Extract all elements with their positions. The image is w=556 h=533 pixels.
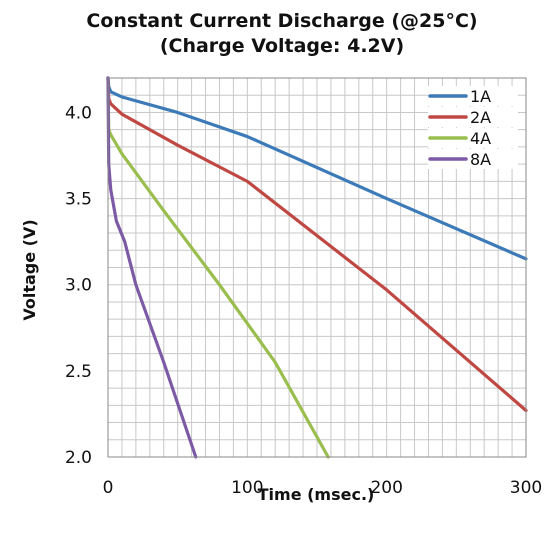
y-tick-labels: 2.0 2.5 3.0 3.5 4.0 (65, 103, 92, 468)
series-lines (106, 76, 528, 459)
legend: 1A 2A 4A 8A (428, 86, 518, 169)
x-tick-label: 0 (103, 478, 114, 498)
series-line-8a (106, 76, 198, 459)
legend-label: 8A (470, 150, 491, 169)
x-tick-label: 100 (231, 478, 263, 498)
x-tick-labels: 0 100 200 300 (103, 478, 543, 498)
plot-area-border (107, 77, 527, 458)
legend-item-8a: 8A (428, 149, 518, 169)
y-tick-label: 2.5 (65, 362, 92, 382)
x-tick-label: 200 (370, 478, 402, 498)
y-axis-label: Voltage (V) (20, 219, 39, 320)
chart-subtitle: (Charge Voltage: 4.2V) (160, 35, 404, 57)
x-axis-label: Time (msec.) (258, 485, 375, 504)
x-tick-label: 300 (510, 478, 542, 498)
legend-label: 1A (470, 87, 491, 106)
chart-title: Constant Current Discharge (@25°C) (86, 10, 477, 32)
y-tick-label: 3.5 (65, 190, 92, 210)
legend-item-4a: 4A (428, 128, 518, 148)
y-tick-label: 2.0 (65, 448, 92, 468)
legend-label: 4A (470, 129, 491, 148)
plot-frame (107, 77, 527, 458)
legend-item-2a: 2A (428, 107, 518, 127)
legend-item-1a: 1A (428, 86, 518, 106)
y-tick-label: 4.0 (65, 103, 92, 123)
y-tick-label: 3.0 (65, 276, 92, 296)
legend-label: 2A (470, 108, 491, 127)
